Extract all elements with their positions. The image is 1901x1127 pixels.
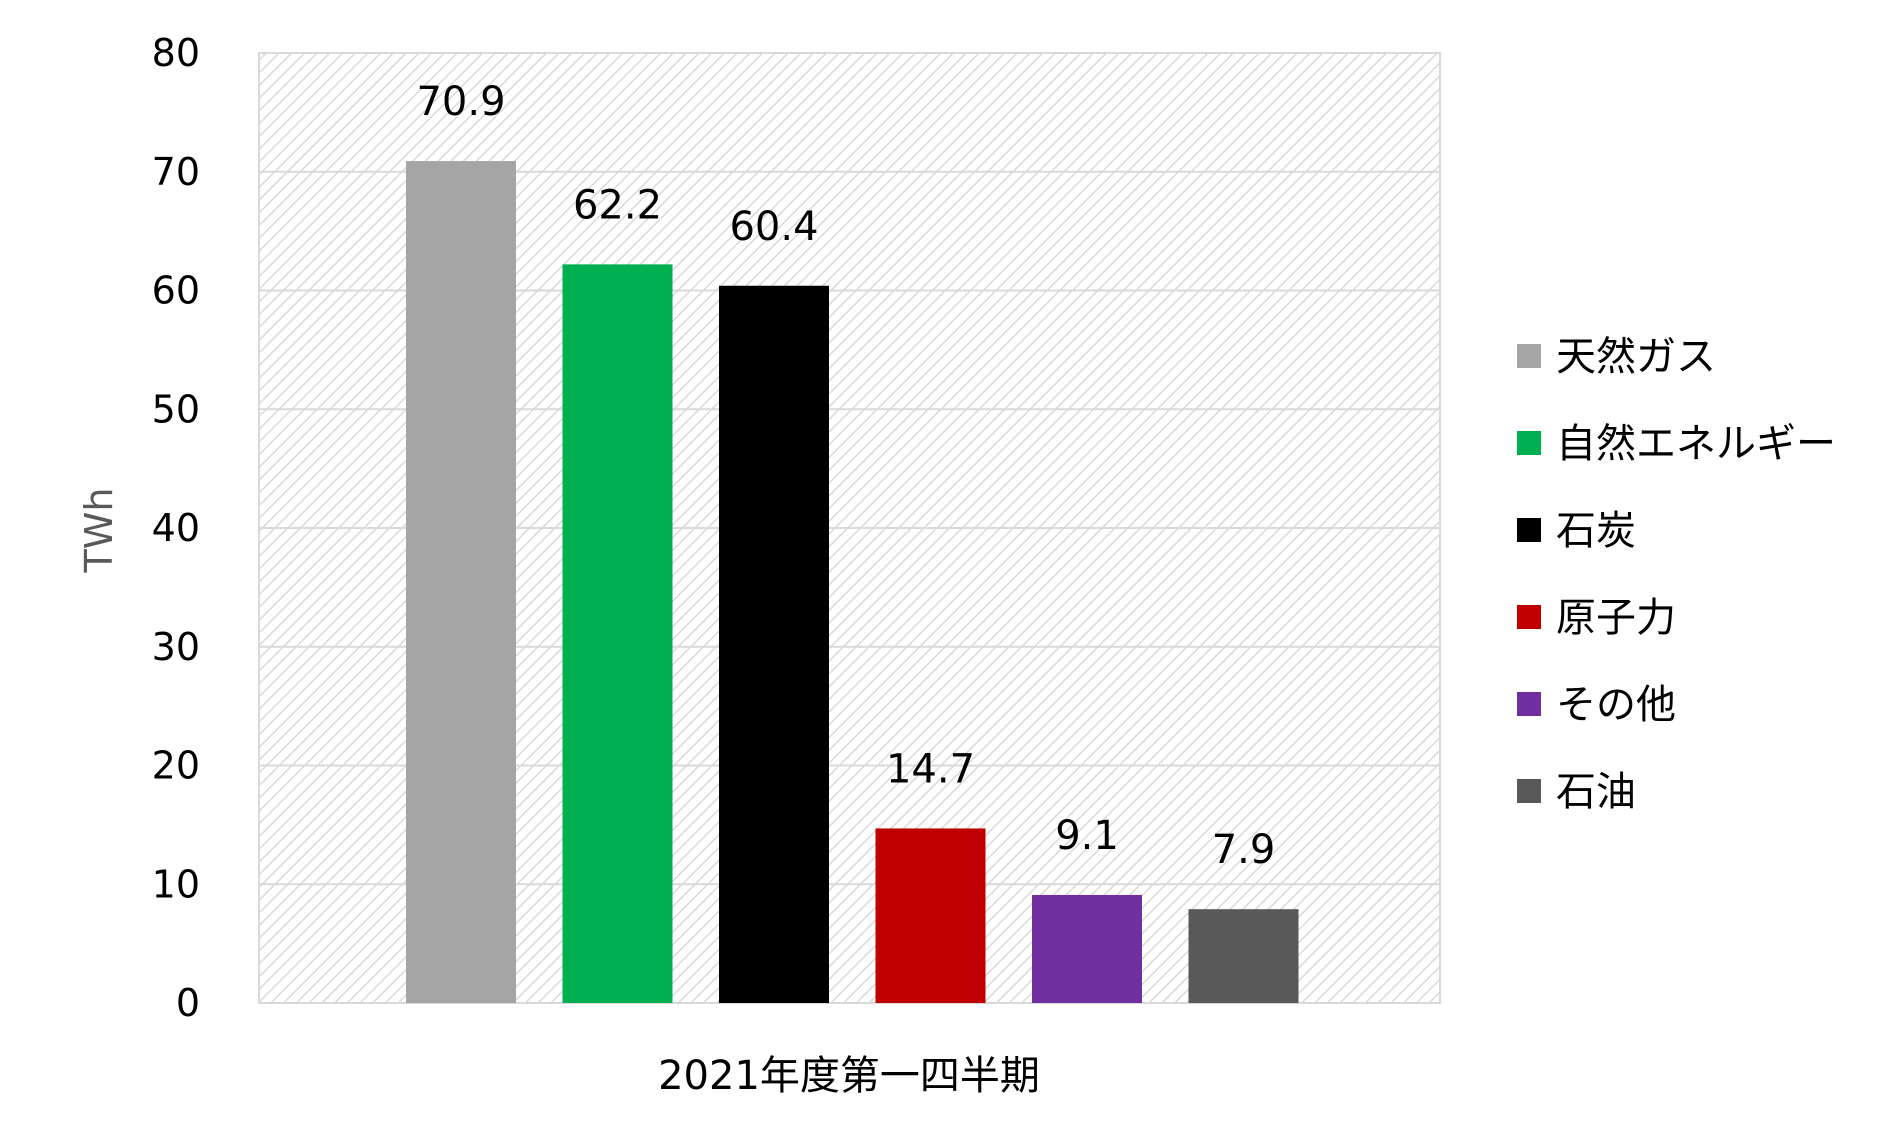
y-tick-label: 0 xyxy=(176,981,200,1025)
y-tick-label: 50 xyxy=(152,387,200,431)
legend-label: その他 xyxy=(1556,682,1676,728)
legend-label: 天然ガス xyxy=(1556,334,1716,380)
legend-label: 石炭 xyxy=(1556,508,1636,554)
legend-label: 石油 xyxy=(1556,769,1636,815)
legend-swatch xyxy=(1517,779,1541,803)
bar xyxy=(875,828,986,1003)
bars xyxy=(406,161,1299,1003)
y-tick-label: 10 xyxy=(152,862,200,906)
y-tick-label: 30 xyxy=(152,625,200,669)
legend-swatch xyxy=(1517,518,1541,542)
data-label: 7.9 xyxy=(1212,827,1276,873)
data-label: 14.7 xyxy=(886,746,975,792)
legend-swatch xyxy=(1517,692,1541,716)
y-tick-label: 80 xyxy=(152,31,200,75)
y-tick-label: 40 xyxy=(152,506,200,550)
bar xyxy=(719,285,829,1003)
legend-label: 自然エネルギー xyxy=(1556,421,1836,467)
bar xyxy=(1032,894,1142,1003)
y-axis-ticks: 0 10 20 30 40 50 60 70 80 xyxy=(152,31,200,1025)
bar xyxy=(1188,909,1299,1003)
y-axis-title: TWh xyxy=(77,488,121,574)
y-tick-label: 70 xyxy=(152,150,200,194)
legend-label: 原子力 xyxy=(1556,595,1676,641)
data-label: 62.2 xyxy=(573,182,662,228)
bar xyxy=(562,264,673,1003)
x-category-label: 2021年度第一四半期 xyxy=(658,1053,1040,1099)
bar xyxy=(406,161,516,1003)
legend-swatch xyxy=(1517,431,1541,455)
legend-swatch xyxy=(1517,605,1541,629)
legend-swatch xyxy=(1517,344,1541,368)
data-label: 9.1 xyxy=(1055,813,1119,859)
data-label: 60.4 xyxy=(729,204,818,250)
data-labels: 70.9 62.2 60.4 14.7 9.1 7.9 xyxy=(416,79,1275,873)
y-tick-label: 20 xyxy=(152,744,200,788)
y-tick-label: 60 xyxy=(152,269,200,313)
data-label: 70.9 xyxy=(416,79,505,125)
